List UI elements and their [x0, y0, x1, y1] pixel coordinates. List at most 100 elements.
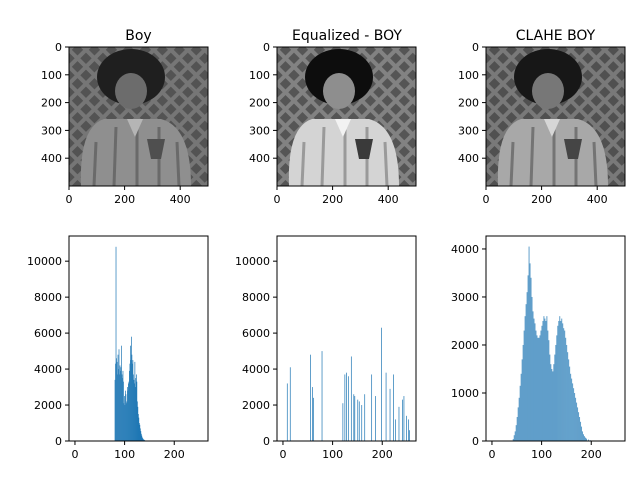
histogram-bar	[132, 360, 134, 441]
x-tick-label: 400	[170, 193, 191, 206]
histogram-bar	[577, 407, 579, 441]
histogram-bar	[358, 401, 360, 441]
y-tick-label: 10000	[27, 255, 62, 268]
histogram-bar	[566, 344, 568, 441]
histogram-bar	[402, 399, 403, 441]
histogram-bar	[134, 383, 135, 441]
y-tick-label: 4000	[242, 363, 270, 376]
histogram-bar	[321, 351, 323, 441]
histogram-bar	[560, 320, 562, 441]
y-tick-label: 0	[263, 435, 270, 448]
histogram-bar	[409, 430, 410, 441]
histogram-bar	[119, 365, 121, 441]
histogram-bar	[534, 323, 536, 441]
histogram-bar	[120, 367, 122, 441]
histogram-bar	[143, 439, 145, 441]
histogram-bar	[533, 318, 535, 441]
histogram-bar	[342, 403, 344, 441]
x-tick-label: 0	[483, 193, 490, 206]
x-tick-label: 100	[322, 448, 343, 461]
histogram-bar	[114, 379, 116, 441]
histogram-bar	[133, 374, 134, 441]
histogram-bar	[310, 354, 311, 441]
image-title-1: Boy	[125, 28, 151, 44]
histogram-bar	[353, 394, 355, 441]
histogram-bar	[120, 370, 121, 441]
histogram-bar	[142, 438, 144, 441]
histogram-bar	[121, 345, 122, 441]
y-tick-label: 0	[55, 435, 62, 448]
histogram-bar	[123, 381, 124, 441]
histogram-bar	[519, 385, 521, 441]
y-tick-label: 2000	[242, 399, 270, 412]
histogram-bar	[126, 401, 128, 441]
histogram-bar	[136, 374, 137, 441]
plot-frame	[276, 235, 417, 442]
histogram-bar	[570, 373, 572, 441]
y-tick-label: 100	[458, 69, 479, 82]
histogram-bar	[584, 436, 585, 441]
plot-frame	[68, 235, 209, 442]
histogram-bar	[536, 335, 538, 441]
x-tick-label: 100	[531, 448, 552, 461]
y-tick-label: 10000	[235, 255, 270, 268]
histogram-bar	[385, 372, 387, 441]
histogram-bar	[124, 396, 125, 441]
y-tick-label: 0	[55, 41, 62, 54]
histogram-bar	[521, 359, 523, 441]
histogram-bar	[531, 296, 533, 441]
histogram-bar	[138, 423, 140, 441]
histogram-bar	[346, 372, 347, 441]
y-tick-label: 200	[458, 97, 479, 110]
histogram-bar	[567, 352, 569, 441]
image-panels	[68, 46, 626, 187]
histogram-bar	[530, 277, 532, 441]
histogram-bar	[522, 344, 524, 441]
histogram-bar	[137, 401, 138, 441]
histogram-bar	[371, 374, 373, 441]
histogram-bar	[529, 263, 531, 441]
histogram-bar	[578, 412, 580, 441]
histogram-bar	[520, 373, 522, 441]
histogram-bar	[406, 415, 407, 441]
y-tick-label: 3000	[451, 291, 479, 304]
histogram-bar	[559, 316, 561, 441]
histogram-bar	[130, 345, 131, 441]
image-panel-3	[485, 46, 626, 187]
histogram-bar	[515, 425, 517, 441]
histogram-bar	[131, 336, 132, 441]
boy-original-image	[69, 47, 208, 187]
y-tick-label: 400	[249, 152, 270, 165]
histogram-bar	[514, 431, 516, 441]
histogram-bar	[549, 354, 551, 441]
x-tick-label: 0	[279, 448, 286, 461]
y-tick-label: 8000	[242, 291, 270, 304]
histogram-bar	[115, 363, 116, 441]
histogram-bar	[547, 330, 549, 441]
image-panel-2	[276, 46, 417, 187]
histogram-bar	[286, 383, 288, 441]
histogram-bar	[357, 399, 359, 441]
histogram-bar	[312, 387, 313, 441]
histogram-bar	[115, 246, 117, 441]
x-tick-label: 200	[531, 193, 552, 206]
histogram-bar	[517, 407, 519, 441]
histogram-bar	[553, 364, 555, 441]
histogram-bar	[555, 344, 557, 441]
histogram-bar	[540, 330, 542, 441]
histogram-bar	[556, 335, 558, 441]
histogram-bar	[395, 419, 396, 441]
histogram-bar	[563, 328, 565, 441]
histogram-bar	[532, 311, 534, 441]
histogram-bar	[139, 424, 141, 441]
boy-clahe-image	[486, 47, 625, 187]
histogram-bar	[588, 439, 589, 441]
x-tick-label: 200	[581, 448, 602, 461]
histogram-bar	[132, 363, 133, 441]
x-tick-label: 0	[488, 448, 495, 461]
histogram-bar	[142, 439, 144, 441]
x-tick-label: 100	[114, 448, 135, 461]
histogram-bar	[527, 275, 529, 441]
